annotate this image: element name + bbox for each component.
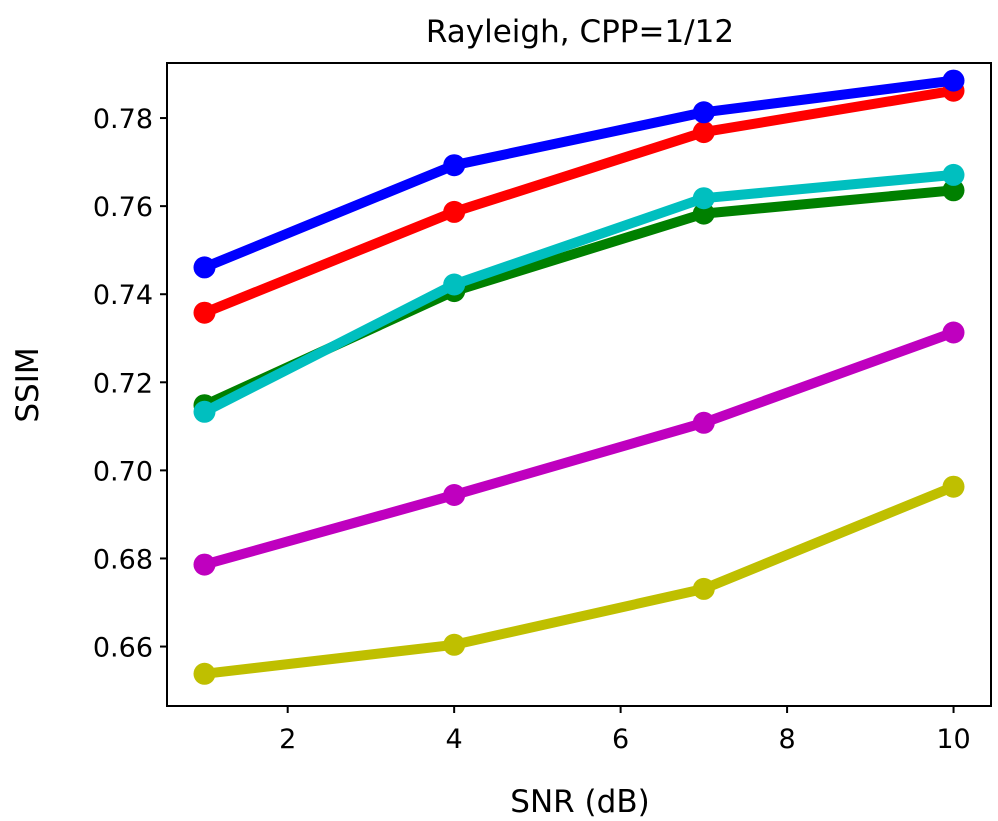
series-yellow-point [692,577,715,600]
y-tick-label: 0.68 [93,544,153,575]
series-yellow-point [443,633,466,656]
series-red-point [692,121,715,144]
series-yellow-point [193,662,216,685]
series-red-point [443,200,466,223]
series-cyan-point [443,273,466,296]
y-tick-label: 0.66 [93,633,153,664]
y-tick-label: 0.72 [93,368,153,399]
y-tick-label: 0.70 [93,456,153,487]
x-tick-label: 10 [936,724,970,755]
series-yellow-line [203,482,956,679]
series-magenta-point [193,553,216,576]
series-green-point [692,202,715,225]
series-magenta-point [692,411,715,434]
x-axis: 2 4 6 8 10 [279,706,971,755]
series-magenta-point [443,484,466,506]
series-blue [193,69,965,279]
series-yellow [193,475,965,685]
series-layer [193,69,965,685]
series-green-point [942,179,965,202]
series-red-line [202,85,955,318]
series-cyan-point [942,163,965,186]
series-blue-point [942,69,965,92]
y-axis: 0.66 0.68 0.70 0.72 0.74 0.76 0.78 [93,104,167,664]
series-blue-point [692,101,715,124]
x-tick-label: 6 [612,724,629,755]
series-red-point [193,301,216,324]
x-tick-label: 2 [279,724,296,755]
series-blue-point [193,256,216,279]
y-tick-label: 0.78 [93,104,153,135]
series-yellow-point [942,475,965,498]
chart-title: Rayleigh, CPP=1/12 [426,14,734,50]
y-axis-label: SSIM [10,347,46,422]
series-cyan-point [193,400,216,423]
y-tick-label: 0.74 [93,280,153,311]
series-cyan [193,163,965,423]
series-magenta-line [203,327,956,570]
y-tick-label: 0.76 [93,192,153,223]
series-magenta-point [942,321,965,344]
x-axis-label: SNR (dB) [510,784,649,820]
series-blue-line [202,75,955,273]
x-tick-label: 8 [778,724,795,755]
series-cyan-line [202,169,954,417]
series-blue-point [443,154,466,177]
x-tick-label: 4 [446,724,463,755]
series-red [193,79,965,324]
series-magenta [193,321,965,576]
plot-frame [166,62,992,707]
series-cyan-point [692,187,715,210]
